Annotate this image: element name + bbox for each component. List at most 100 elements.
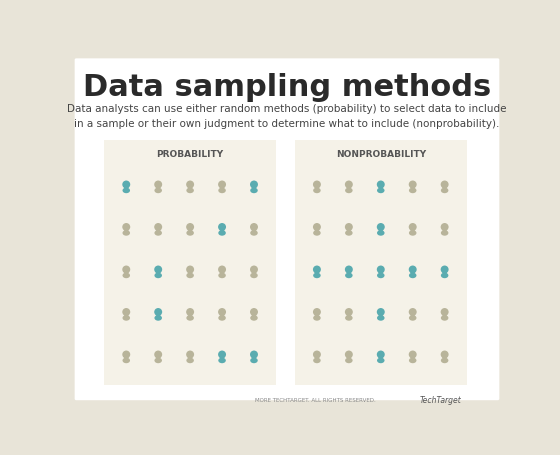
Ellipse shape bbox=[441, 188, 449, 194]
Ellipse shape bbox=[188, 229, 193, 232]
Circle shape bbox=[154, 181, 162, 189]
Ellipse shape bbox=[345, 315, 353, 321]
Ellipse shape bbox=[379, 229, 383, 232]
Circle shape bbox=[218, 308, 226, 316]
Ellipse shape bbox=[441, 358, 449, 364]
Circle shape bbox=[441, 181, 449, 189]
Circle shape bbox=[409, 181, 417, 189]
Ellipse shape bbox=[186, 315, 194, 321]
Circle shape bbox=[122, 266, 130, 274]
Ellipse shape bbox=[410, 187, 415, 189]
Ellipse shape bbox=[313, 231, 321, 236]
Ellipse shape bbox=[410, 229, 415, 232]
Ellipse shape bbox=[251, 314, 256, 317]
Ellipse shape bbox=[377, 188, 385, 194]
Circle shape bbox=[218, 181, 226, 189]
Circle shape bbox=[313, 266, 321, 274]
Ellipse shape bbox=[155, 358, 162, 364]
Ellipse shape bbox=[123, 273, 130, 278]
Ellipse shape bbox=[409, 315, 417, 321]
Ellipse shape bbox=[379, 271, 383, 274]
Ellipse shape bbox=[155, 273, 162, 278]
Circle shape bbox=[345, 223, 353, 232]
Ellipse shape bbox=[188, 356, 193, 359]
Text: MORE TECHTARGET. ALL RIGHTS RESERVED.: MORE TECHTARGET. ALL RIGHTS RESERVED. bbox=[255, 397, 376, 402]
Ellipse shape bbox=[313, 188, 321, 194]
Circle shape bbox=[186, 351, 194, 359]
Text: PROBABILITY: PROBABILITY bbox=[157, 149, 223, 158]
Circle shape bbox=[313, 181, 321, 189]
Ellipse shape bbox=[156, 314, 161, 317]
Circle shape bbox=[345, 308, 353, 316]
Ellipse shape bbox=[315, 356, 319, 359]
Circle shape bbox=[186, 181, 194, 189]
Circle shape bbox=[441, 351, 449, 359]
Text: Data analysts can use either random methods (probability) to select data to incl: Data analysts can use either random meth… bbox=[67, 104, 507, 128]
Ellipse shape bbox=[218, 273, 226, 278]
Ellipse shape bbox=[156, 187, 161, 189]
Ellipse shape bbox=[315, 229, 319, 232]
Ellipse shape bbox=[220, 356, 225, 359]
Circle shape bbox=[250, 181, 258, 189]
Ellipse shape bbox=[315, 271, 319, 274]
Circle shape bbox=[154, 308, 162, 316]
Circle shape bbox=[409, 223, 417, 232]
Circle shape bbox=[377, 351, 385, 359]
Ellipse shape bbox=[442, 356, 447, 359]
Ellipse shape bbox=[251, 271, 256, 274]
Circle shape bbox=[377, 223, 385, 232]
Ellipse shape bbox=[251, 229, 256, 232]
Circle shape bbox=[218, 223, 226, 232]
Circle shape bbox=[441, 308, 449, 316]
Ellipse shape bbox=[410, 314, 415, 317]
Ellipse shape bbox=[442, 229, 447, 232]
Circle shape bbox=[409, 308, 417, 316]
Ellipse shape bbox=[441, 315, 449, 321]
Ellipse shape bbox=[345, 188, 353, 194]
Text: TechTarget: TechTarget bbox=[419, 395, 461, 404]
Ellipse shape bbox=[345, 231, 353, 236]
Circle shape bbox=[250, 223, 258, 232]
Ellipse shape bbox=[377, 231, 385, 236]
Ellipse shape bbox=[409, 273, 417, 278]
Ellipse shape bbox=[313, 358, 321, 364]
Ellipse shape bbox=[251, 187, 256, 189]
Ellipse shape bbox=[250, 273, 258, 278]
Ellipse shape bbox=[123, 231, 130, 236]
Circle shape bbox=[345, 351, 353, 359]
Ellipse shape bbox=[218, 358, 226, 364]
Ellipse shape bbox=[347, 271, 351, 274]
Ellipse shape bbox=[124, 356, 129, 359]
Circle shape bbox=[218, 351, 226, 359]
Circle shape bbox=[154, 266, 162, 274]
Ellipse shape bbox=[313, 273, 321, 278]
Circle shape bbox=[218, 266, 226, 274]
Ellipse shape bbox=[251, 356, 256, 359]
Circle shape bbox=[345, 266, 353, 274]
Ellipse shape bbox=[156, 229, 161, 232]
Circle shape bbox=[154, 351, 162, 359]
Ellipse shape bbox=[156, 356, 161, 359]
Ellipse shape bbox=[250, 315, 258, 321]
Ellipse shape bbox=[442, 187, 447, 189]
Ellipse shape bbox=[410, 271, 415, 274]
Ellipse shape bbox=[250, 231, 258, 236]
Ellipse shape bbox=[155, 315, 162, 321]
Circle shape bbox=[313, 223, 321, 232]
Ellipse shape bbox=[188, 271, 193, 274]
Ellipse shape bbox=[441, 273, 449, 278]
Ellipse shape bbox=[410, 356, 415, 359]
Circle shape bbox=[250, 351, 258, 359]
Ellipse shape bbox=[345, 273, 353, 278]
Circle shape bbox=[441, 266, 449, 274]
Ellipse shape bbox=[377, 273, 385, 278]
Ellipse shape bbox=[123, 188, 130, 194]
Ellipse shape bbox=[124, 314, 129, 317]
Ellipse shape bbox=[379, 187, 383, 189]
Ellipse shape bbox=[315, 314, 319, 317]
FancyBboxPatch shape bbox=[74, 59, 500, 400]
Circle shape bbox=[122, 351, 130, 359]
Circle shape bbox=[377, 308, 385, 316]
Ellipse shape bbox=[441, 231, 449, 236]
Ellipse shape bbox=[250, 188, 258, 194]
